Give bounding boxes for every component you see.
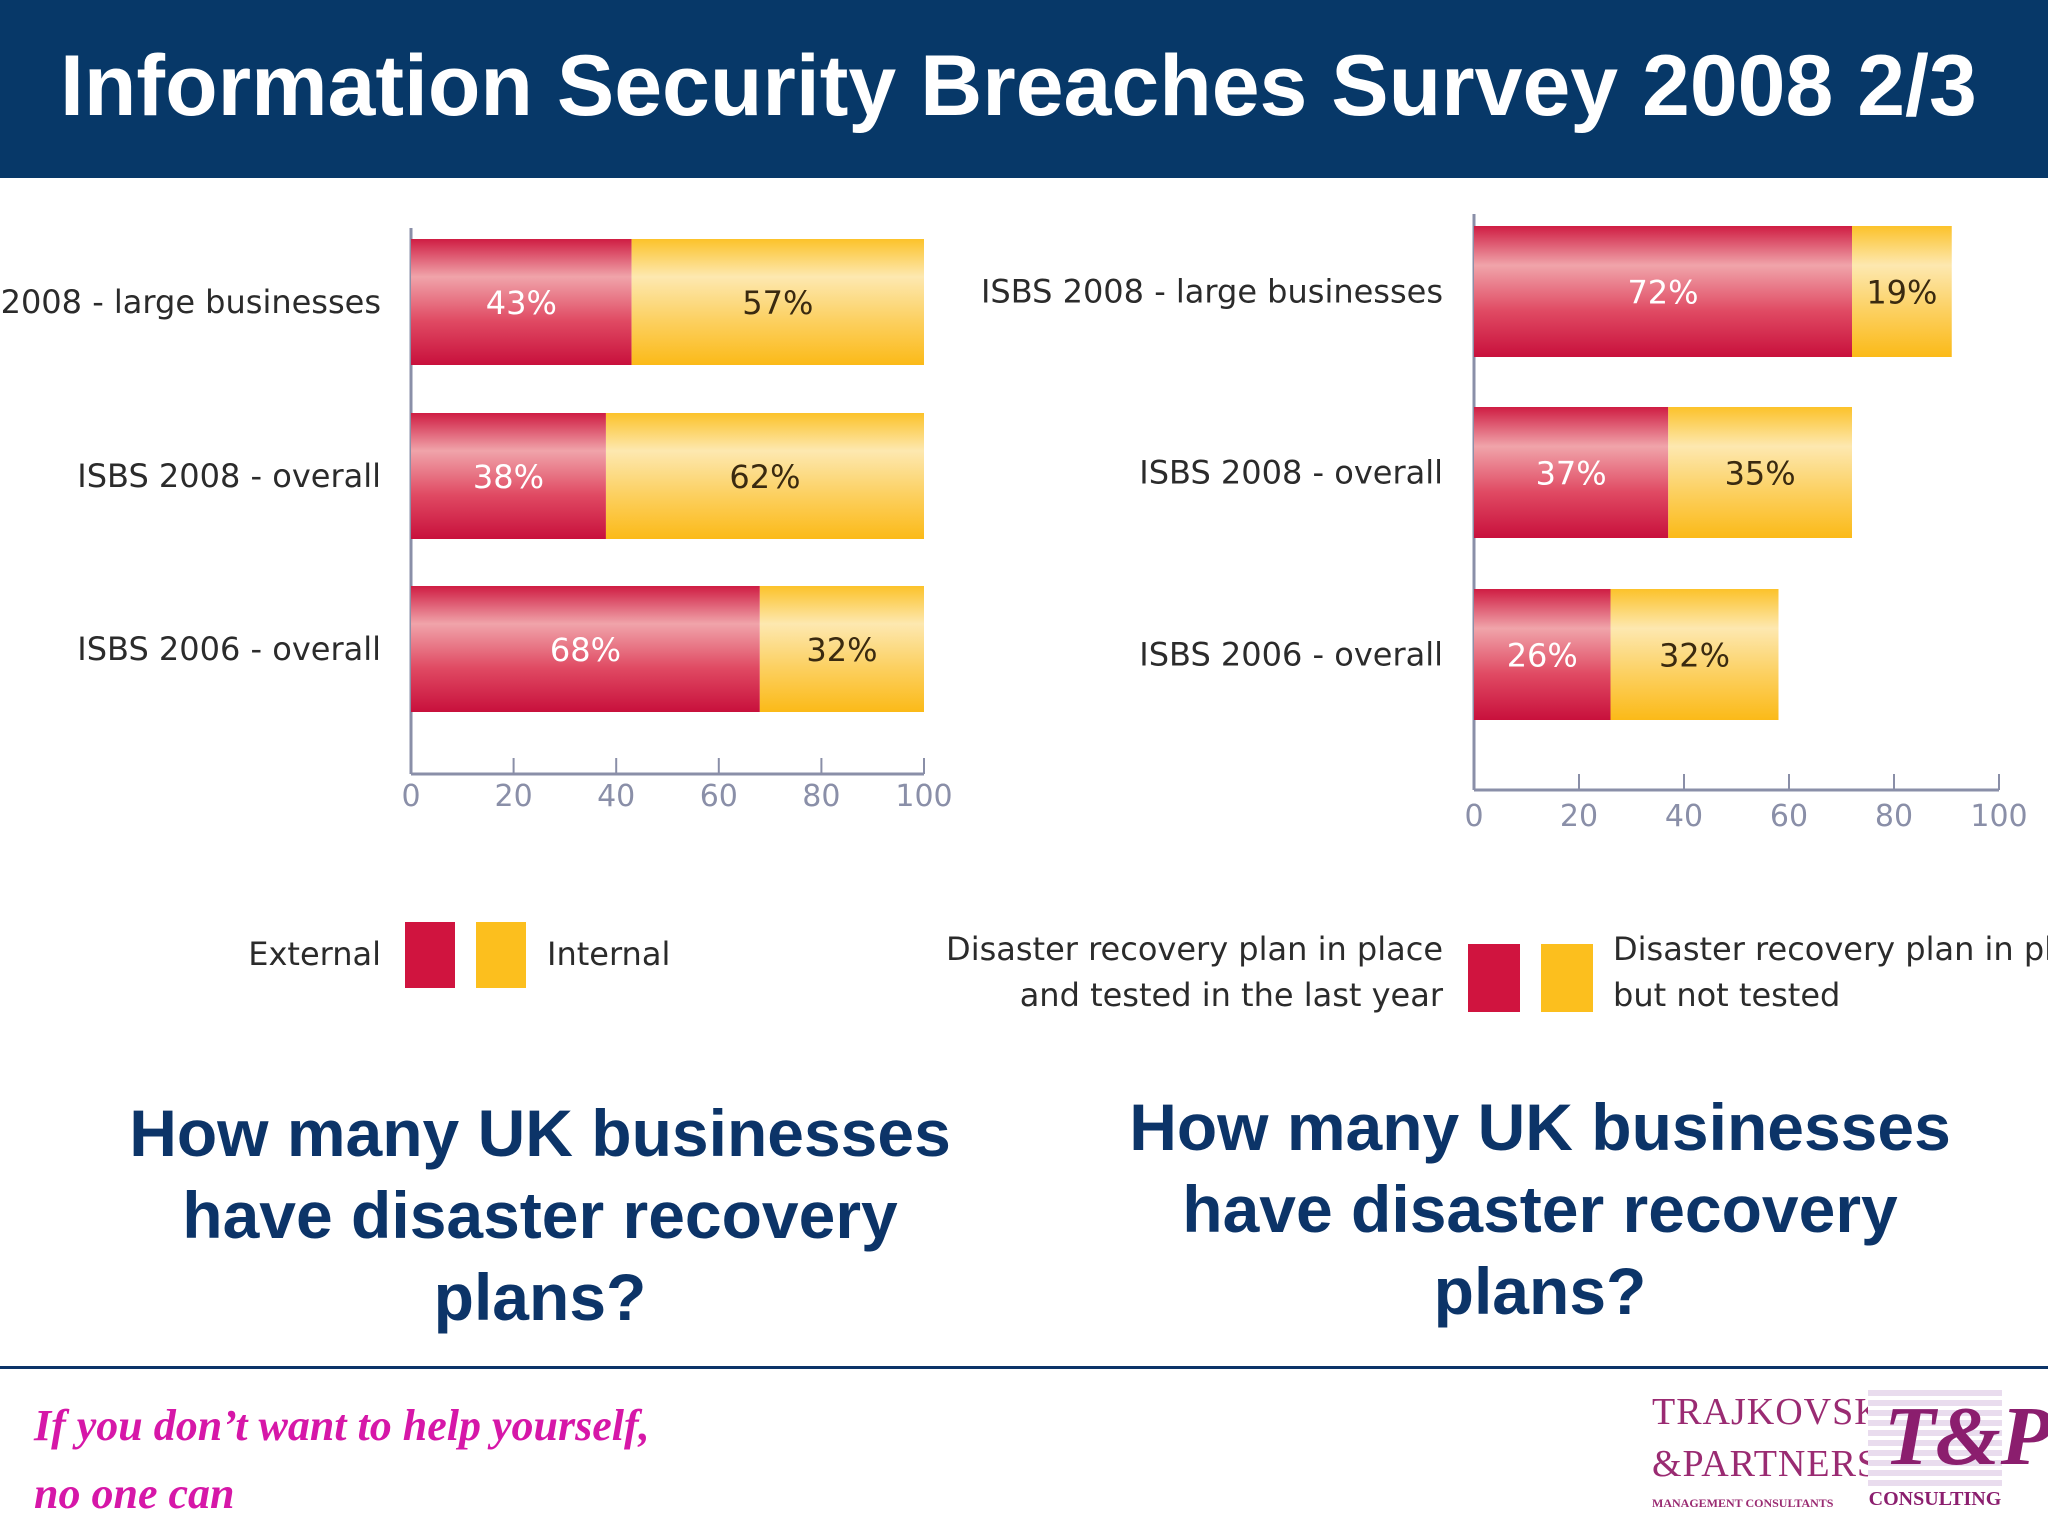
category-label: ISBS 2006 - overall [77,630,381,668]
bar-segment [1610,589,1779,720]
legend-label: and tested in the last year [1020,976,1444,1014]
slogan-line: no one can [34,1469,235,1518]
data-label: 32% [1659,637,1730,675]
data-label: 26% [1507,637,1578,675]
bar-segment [411,239,632,365]
chart-left: 0 20 40 60 80 100 ISBS 2008 - large businesses… [0,228,953,988]
category-label: ISBS 2008 - overall [77,457,381,495]
slogan: If you don’t want to help yourself, no o… [34,1392,650,1528]
legend-label: but not tested [1613,976,1840,1014]
x-tick-label: 20 [495,779,533,814]
data-label: 35% [1725,455,1796,493]
x-tick-label: 0 [401,779,420,814]
bar-segment [605,413,924,539]
legend-label: Disaster recovery plan in place, [1613,930,2048,968]
x-tick-label: 60 [700,779,738,814]
legend-label: External [248,935,381,973]
question-right-line: plans? [1433,1254,1647,1328]
legend-swatch [1541,944,1593,1012]
category-label: ISBS 2006 - overall [1139,636,1443,674]
bar-segment [411,413,606,539]
logo-name-line: TRAJKOVSKI [1652,1391,1897,1433]
legend-swatch [476,922,526,988]
bar-segment [1474,226,1852,357]
x-tick-label: 20 [1560,799,1598,834]
bar-segment [411,586,760,712]
x-tick-label: 0 [1464,799,1483,834]
bar-segment [1474,407,1669,538]
question-left-line: plans? [433,1260,647,1334]
question-left-line: How many UK businesses [129,1096,951,1170]
company-logo: TRAJKOVSKI &PARTNERS MANAGEMENT CONSULTA… [1646,1384,2048,1514]
logo-tagline: CONSULTING [1868,1488,2002,1510]
question-left: How many UK businesses have disaster rec… [60,1092,1020,1338]
bar-segment [759,586,924,712]
x-tick-label: 80 [1875,799,1913,834]
x-tick-label: 40 [597,779,635,814]
legend-swatch [1468,944,1520,1012]
data-label: 57% [742,284,813,322]
x-tick-label: 40 [1665,799,1703,834]
legend-swatch [405,922,455,988]
footer-divider [0,1366,2048,1369]
chart-right: 0 20 40 60 80 100 ISBS 2008 - large businesses… [946,214,2048,1014]
data-label: 37% [1536,455,1607,493]
data-label: 68% [550,631,621,669]
question-left-line: have disaster recovery [182,1178,898,1252]
legend-label: Internal [547,935,670,973]
category-label: ISBS 2008 - overall [1139,454,1443,492]
bar-segment [1474,589,1611,720]
legend-label: Disaster recovery plan in place [946,930,1443,968]
question-right-line: have disaster recovery [1182,1172,1898,1246]
data-label: 62% [729,458,800,496]
x-tick-label: 100 [1970,799,2027,834]
category-label: ISBS 2008 - large businesses [981,273,1443,311]
logo-monogram: T&P [1884,1390,2048,1483]
data-label: 72% [1627,274,1698,312]
title-banner: Information Security Breaches Survey 200… [0,0,2048,178]
logo-mark [1868,1390,2002,1488]
slogan-line: If you don’t want to help yourself, [34,1401,650,1450]
question-right-line: How many UK businesses [1129,1090,1951,1164]
x-tick-label: 80 [802,779,840,814]
category-label: ISBS 2008 - large businesses [0,283,381,321]
bar-segment [1852,226,1952,357]
logo-subtitle: MANAGEMENT CONSULTANTS [1652,1496,1834,1510]
page-title: Information Security Breaches Survey 200… [60,38,1977,134]
question-right: How many UK businesses have disaster rec… [1060,1086,2020,1332]
data-label: 43% [486,284,557,322]
bar-segment [1668,407,1852,538]
x-tick-label: 60 [1770,799,1808,834]
logo-name-line: &PARTNERS [1652,1443,1880,1485]
bar-segment [631,239,924,365]
data-label: 38% [473,458,544,496]
x-tick-label: 100 [895,779,952,814]
data-label: 19% [1866,274,1937,312]
data-label: 32% [806,631,877,669]
